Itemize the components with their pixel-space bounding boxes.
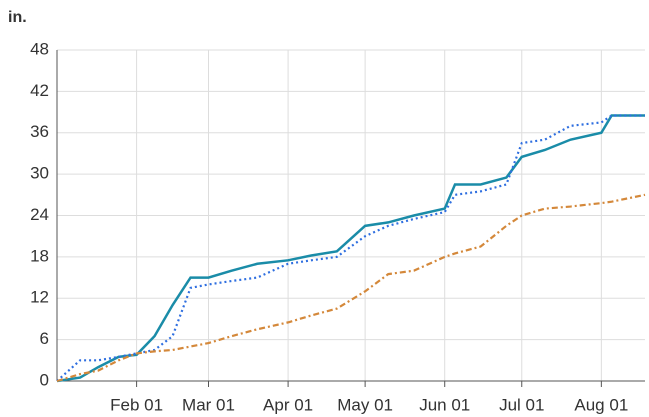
y-tick-label: 18 (30, 246, 49, 265)
y-tick-label: 48 (30, 39, 49, 58)
y-tick-label: 24 (30, 205, 49, 224)
x-tick-label: Jun 01 (419, 395, 470, 414)
data-line (56, 114, 645, 383)
y-tick-label: 0 (40, 370, 49, 389)
y-axis-unit: in. (8, 9, 27, 26)
x-tick-label: Apr 01 (263, 395, 313, 414)
data-line (56, 114, 645, 382)
x-tick-label: May 01 (337, 395, 393, 414)
y-tick-label: 6 (40, 329, 49, 348)
y-tick-label: 42 (30, 81, 49, 100)
y-tick-label: 30 (30, 164, 49, 183)
x-tick-label: Jul 01 (499, 395, 544, 414)
x-tick-label: Aug 01 (574, 395, 628, 414)
data-line (56, 193, 646, 383)
y-tick-label: 36 (30, 122, 49, 141)
x-tick-label: Feb 01 (110, 395, 163, 414)
x-tick-label: Mar 01 (182, 395, 235, 414)
y-tick-label: 12 (30, 288, 49, 307)
